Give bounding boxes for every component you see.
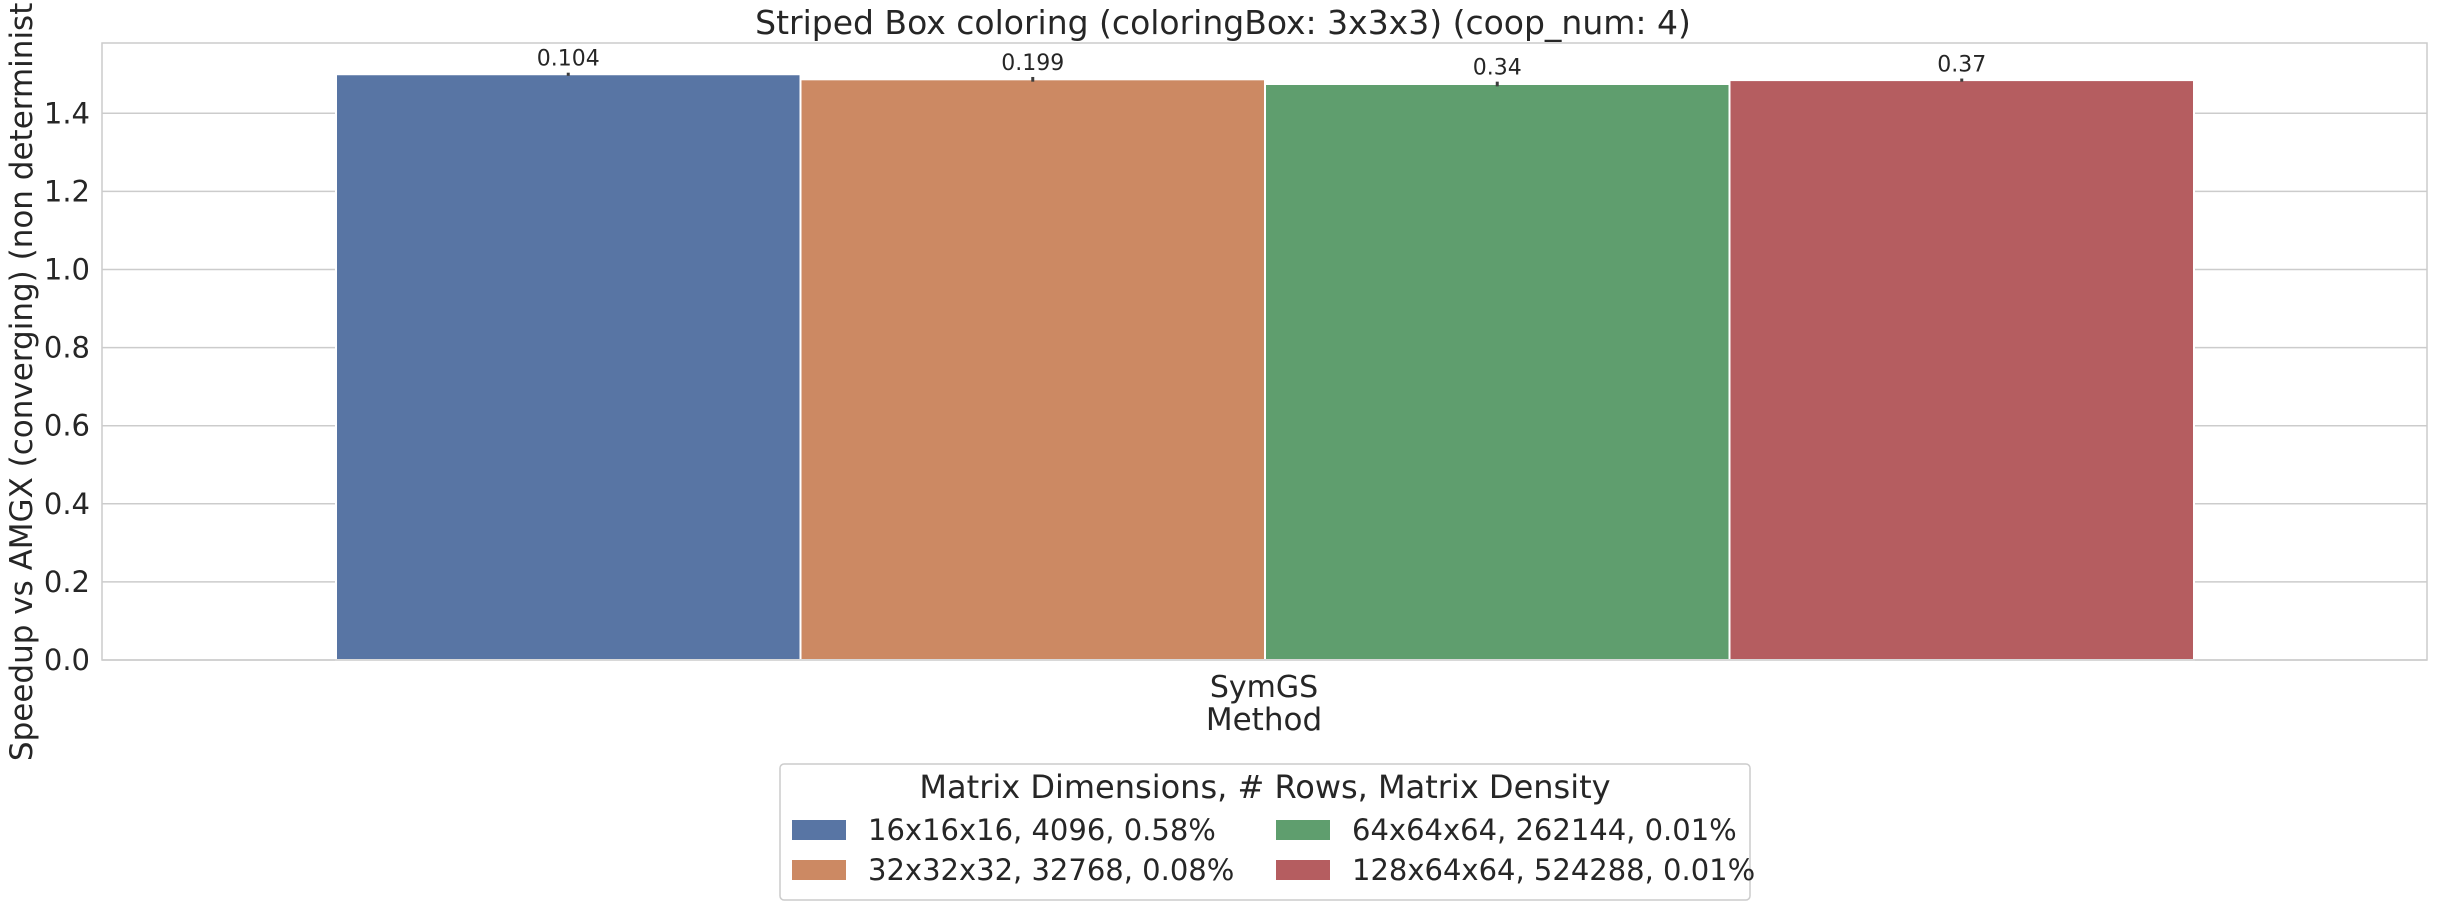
- legend-title: Matrix Dimensions, # Rows, Matrix Densit…: [919, 768, 1610, 806]
- y-tick-label: 0.8: [44, 331, 90, 365]
- y-tick-label: 1.2: [44, 174, 90, 208]
- legend-label: 64x64x64, 262144, 0.01%: [1352, 813, 1737, 847]
- bar: [335, 73, 802, 662]
- y-tick-label: 0.6: [44, 409, 90, 443]
- plot-frame: [101, 42, 2428, 661]
- bar-value-label: 0.34: [1473, 56, 1522, 81]
- y-tick-label: 0.4: [44, 487, 90, 521]
- x-axis-label: Method: [1206, 702, 1322, 738]
- legend-swatch: [1276, 820, 1330, 840]
- legend-label: 32x32x32, 32768, 0.08%: [868, 853, 1234, 887]
- legend-swatch: [792, 820, 846, 840]
- y-tick-label: 0.0: [44, 643, 90, 677]
- y-tick-label: 1.0: [44, 252, 90, 286]
- y-axis-label: Speedup vs AMGX (converging) (non determ…: [4, 0, 40, 761]
- chart-title: Striped Box coloring (coloringBox: 3x3x3…: [755, 3, 1691, 42]
- legend: Matrix Dimensions, # Rows, Matrix Densit…: [779, 763, 1755, 901]
- legend-box: [779, 763, 1751, 901]
- x-tick-label: SymGS: [1210, 670, 1318, 705]
- legend-label: 128x64x64, 524288, 0.01%: [1352, 853, 1755, 887]
- y-tick-label: 0.2: [44, 565, 90, 599]
- bar-value-label: 0.104: [537, 47, 600, 72]
- bar: [1728, 79, 2195, 662]
- bars: 0.104 0.199 0.34 0.37: [335, 47, 2195, 662]
- bar: [799, 78, 1266, 662]
- legend-label: 16x16x16, 4096, 0.58%: [868, 813, 1216, 847]
- bar: [1264, 83, 1731, 661]
- bar-value-label: 0.199: [1001, 51, 1064, 76]
- plot-border: [101, 42, 2428, 661]
- legend-swatch: [792, 860, 846, 880]
- legend-swatch: [1276, 860, 1330, 880]
- legend-items: 16x16x16, 4096, 0.58% 32x32x32, 32768, 0.…: [792, 813, 1755, 887]
- y-ticks: 0.0 0.2 0.4 0.6 0.8 1.0 1.2 1.4: [44, 96, 90, 677]
- bar-value-label: 0.37: [1937, 53, 1986, 78]
- y-tick-label: 1.4: [44, 96, 90, 130]
